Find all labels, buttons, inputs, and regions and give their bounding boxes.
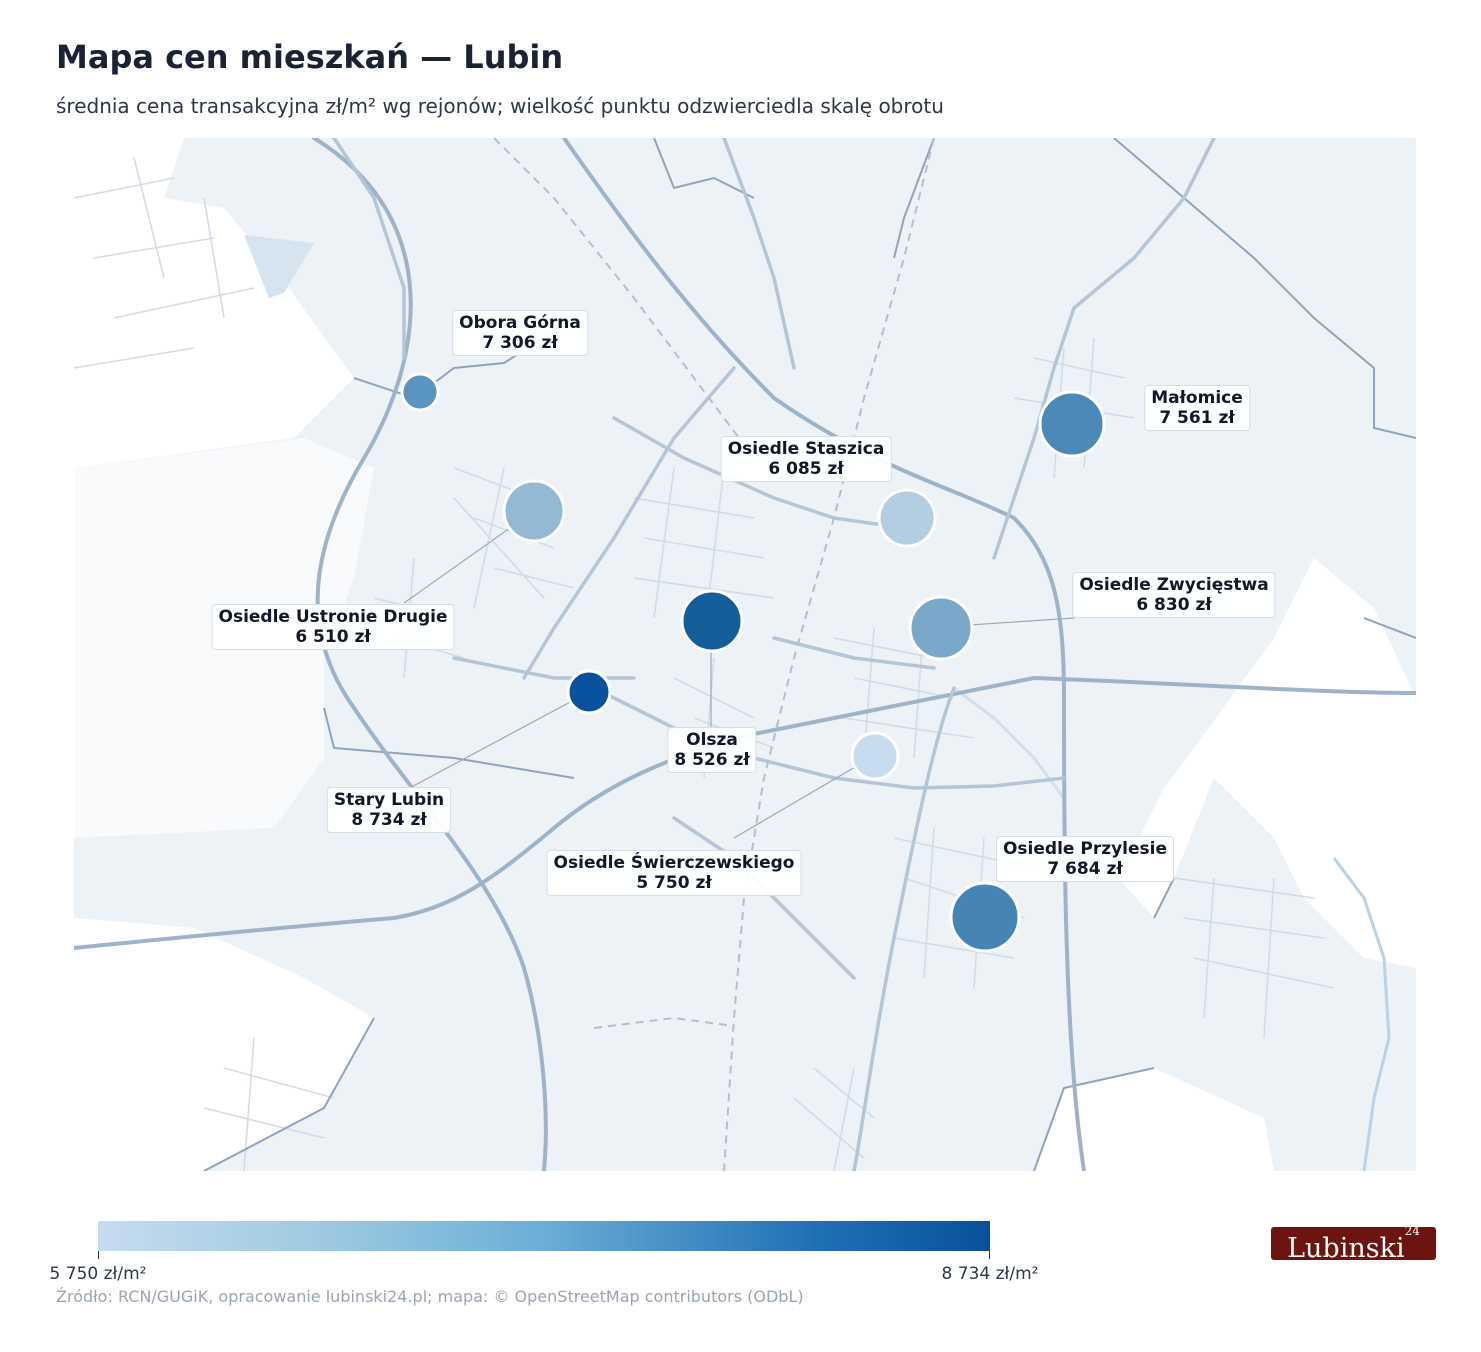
point-malomice (1038, 390, 1106, 458)
point-osiedle-zwyciestwa (908, 595, 974, 661)
point-osiedle-swierczewskiego (850, 731, 900, 781)
legend-tick-min (98, 1251, 99, 1259)
label-osiedle-ustronie-drugie: Osiedle Ustronie Drugie 6 510 zł (211, 604, 455, 650)
point-osiedle-przylesie (949, 881, 1021, 953)
label-osiedle-swierczewskiego: Osiedle Świerczewskiego 5 750 zł (546, 850, 802, 896)
point-osiedle-ustronie-drugie (502, 479, 566, 543)
legend-max-label: 8 734 zł/m² (941, 1264, 1039, 1284)
city-map[interactable] (74, 138, 1416, 1171)
label-osiedle-przylesie: Osiedle Przylesie 7 684 zł (995, 836, 1175, 882)
point-osiedle-staszica (877, 488, 937, 548)
label-malomice: Małomice 7 561 zł (1144, 385, 1250, 431)
point-stary-lubin (566, 669, 612, 715)
color-scale-bar (98, 1221, 990, 1251)
label-osiedle-zwyciestwa: Osiedle Zwycięstwa 6 830 zł (1072, 572, 1276, 618)
label-obora-gorna: Obora Górna 7 306 zł (452, 310, 588, 356)
map-subtitle: średnia cena transakcyjna zł/m² wg rejon… (56, 94, 944, 118)
label-olsza: Olsza 8 526 zł (667, 727, 757, 773)
source-note: Źródło: RCN/GUGiK, opracowanie lubinski2… (56, 1287, 804, 1306)
legend-tick-max (989, 1251, 990, 1259)
map-title: Mapa cen mieszkań — Lubin (56, 38, 564, 76)
legend-min-label: 5 750 zł/m² (49, 1264, 147, 1284)
label-osiedle-staszica: Osiedle Staszica 6 085 zł (720, 436, 892, 482)
label-stary-lubin: Stary Lubin 8 734 zł (326, 787, 452, 833)
lubinski24-logo[interactable]: Lubinski24 (1271, 1224, 1436, 1264)
point-obora-gorna (400, 372, 440, 412)
point-olsza (680, 589, 744, 653)
price-points (400, 372, 1106, 953)
